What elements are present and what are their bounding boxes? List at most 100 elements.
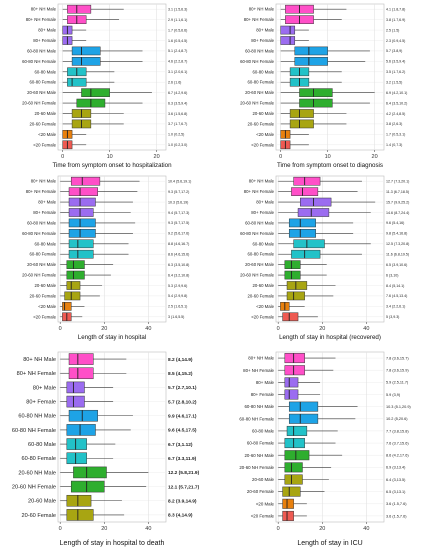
panel-stay-to-death: 80+ NH Male 8.2 (4,14.9) 80+ NH Female 8.5 … [0,344,218,550]
box-iqr [293,176,321,186]
data-label: 6.7 (3,1.12) [168,442,193,448]
box-60-80-male [62,67,115,77]
box-80plus-nh-female [278,187,358,196]
data-label: 8.8 (4.6,16.7) [168,242,189,246]
box-iqr [66,438,87,450]
y-tick-label: 20-60 NH Female [22,101,57,106]
data-label: 4.6 (2.2,8.7) [168,60,187,64]
x-axis-label: Time from symptom onset to diagnosis [277,162,383,169]
box-lt20-male [62,130,87,139]
y-tick-label: 20-60 NH Female [240,273,275,278]
box-iqr [68,367,94,380]
chart-svg: 80+ NH Male 8.2 (4,14.9) 80+ NH Female 8.5 … [12,351,200,547]
box-80plus-female [280,36,309,45]
box-iqr [288,413,319,424]
box-80plus-female [60,208,131,217]
data-label: 6.5 (3,13.1) [386,490,406,494]
box-iqr [67,77,87,87]
box-iqr [68,249,94,259]
data-label: 8.5 (4,15.2) [168,371,193,377]
y-tick-label: 80+ Male [256,200,274,205]
box-iqr [282,486,301,497]
y-tick-label: 80+ NH Female [243,368,274,373]
data-label: 12.1 (5.7,21.7) [168,484,200,490]
box-20-60-female [280,119,347,129]
box-lt20-male [280,130,309,139]
data-label: 2.6 (1.6) [168,80,181,84]
box-iqr [70,480,105,493]
y-tick-label: 80+ NH Female [244,189,275,194]
y-tick-label: 20-60 NH Male [244,453,274,458]
box-60-80-nh-female [278,413,356,424]
data-label: 12.2 (5.8,21.9) [168,470,200,476]
box-lt20-male [60,302,85,311]
box-20-60-nh-male [62,88,152,97]
y-tick-label: <20 Male [256,501,275,506]
panel-stay-in-icu: 80+ NH Male 7.8 (3.6,15.7) 80+ NH Female 7.… [218,344,436,550]
box-lt20-male [278,302,305,311]
x-tick-label: 20 [319,326,325,332]
x-tick-label: 0 [59,526,62,532]
box-60-80-nh-male [280,46,370,56]
y-tick-label: 20-60 Female [29,121,56,126]
data-label: 8.2 (3.9,14.9) [168,498,197,504]
box-60-80-female [278,249,362,259]
data-label: 3.8 (2,6.3) [386,122,402,126]
data-label: 15.7 (9.9,25.2) [386,200,409,204]
data-label: 3.7 (1.7,6.7) [168,122,187,126]
box-iqr [66,424,96,436]
box-20-60-male [60,281,103,290]
y-tick-label: 60-80 NH Female [22,231,57,236]
y-tick-label: <20 Male [38,304,56,309]
y-tick-label: 60-80 NH Female [22,59,57,64]
box-60-80-female [278,438,336,449]
y-tick-label: 80+ Male [33,385,56,391]
data-label: 12.5 (7.3,20.8) [386,242,409,246]
box-iqr [284,462,303,473]
y-tick-label: 80+ Female [251,38,274,43]
box-iqr [284,389,299,400]
box-80plus-male [278,377,321,388]
y-tick-label: 60-80 NH Female [12,428,56,434]
data-label: 5.9 (2.5,11.7) [386,381,409,385]
box-80plus-nh-male [278,176,362,186]
data-label: 3.1 (2.0,6.1) [168,70,187,74]
box-60-80-male [280,67,342,77]
box-iqr [299,98,333,108]
box-80plus-nh-male [62,4,124,14]
y-tick-label: 80+ NH Male [31,179,57,184]
y-tick-label: 20-60 Female [29,293,56,298]
y-tick-label: 60-80 Male [253,241,275,246]
data-label: 3.5 (1.7,6.2) [386,70,405,74]
data-label: 10.3 (5.1,20.9) [386,405,411,409]
box-lt20-female [278,312,318,322]
box-iqr [289,119,314,129]
box-lt20-male [278,498,307,509]
y-tick-label: 80+ NH Female [26,17,57,22]
data-label: 5.7 (2.8,10.2) [168,399,197,405]
box-60-80-nh-female [280,57,366,66]
data-label: 3.2 (1.5,5) [386,80,402,84]
y-tick-label: <20 Male [256,304,274,309]
box-60-80-male [60,239,129,249]
box-iqr [68,409,98,422]
box-iqr [66,509,94,521]
box-80plus-nh-male [60,353,127,365]
data-label: 5.6 (3.5,9.4) [386,60,405,64]
x-axis-label: Length of stay in hospital (recovered) [279,334,381,341]
data-label: 9.9 (4.6,17.1) [168,413,197,419]
box-iqr [68,229,96,238]
x-tick-label: 0 [59,326,62,332]
y-tick-label: 60-80 Male [35,69,57,74]
data-label: 6.9 (3,13.4) [386,466,406,470]
box-20-60-male [278,281,336,290]
data-label: 10.2 (5,20.6) [386,417,408,421]
box-iqr [66,452,87,465]
y-tick-label: 60-80 NH Male [245,48,275,53]
box-60-80-nh-female [60,229,133,238]
data-label: 6.4 (3,13.5) [386,478,406,482]
data-label: 5.7 (2.7,10.1) [168,385,197,391]
x-tick-label: 40 [363,526,369,532]
data-label: 2.3 (0.9,4.5) [386,39,405,43]
x-axis-label: Length of stay in ICU [297,540,362,547]
